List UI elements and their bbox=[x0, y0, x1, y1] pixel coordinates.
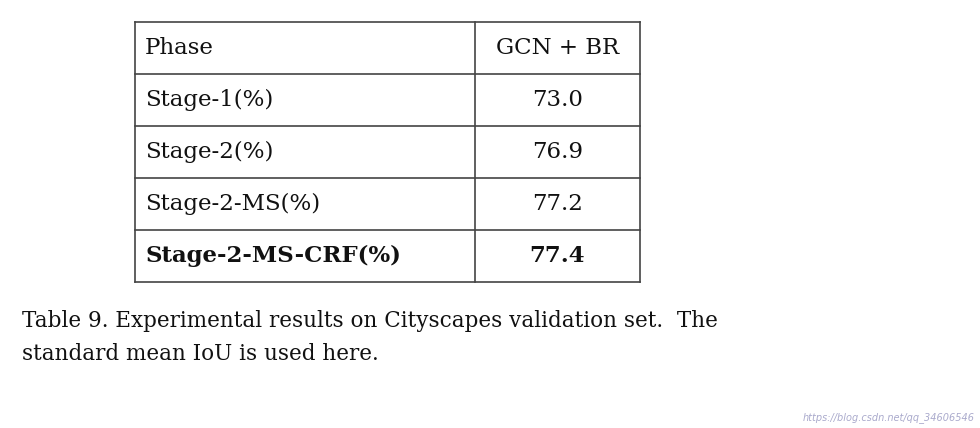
Text: Stage-1(%): Stage-1(%) bbox=[145, 89, 273, 111]
Text: Stage-2-MS(%): Stage-2-MS(%) bbox=[145, 193, 320, 215]
Text: 77.4: 77.4 bbox=[529, 245, 585, 267]
Text: Stage-2-MS-CRF(%): Stage-2-MS-CRF(%) bbox=[145, 245, 401, 267]
Text: standard mean IoU is used here.: standard mean IoU is used here. bbox=[22, 343, 378, 366]
Text: https://blog.csdn.net/qq_34606546: https://blog.csdn.net/qq_34606546 bbox=[803, 412, 975, 423]
Text: 76.9: 76.9 bbox=[532, 141, 583, 163]
Text: Phase: Phase bbox=[145, 37, 214, 59]
Text: 73.0: 73.0 bbox=[532, 89, 583, 111]
Text: 77.2: 77.2 bbox=[532, 193, 583, 215]
Text: GCN + BR: GCN + BR bbox=[496, 37, 619, 59]
Text: Table 9. Experimental results on Cityscapes validation set.  The: Table 9. Experimental results on Citysca… bbox=[22, 310, 718, 332]
Text: Stage-2(%): Stage-2(%) bbox=[145, 141, 273, 163]
